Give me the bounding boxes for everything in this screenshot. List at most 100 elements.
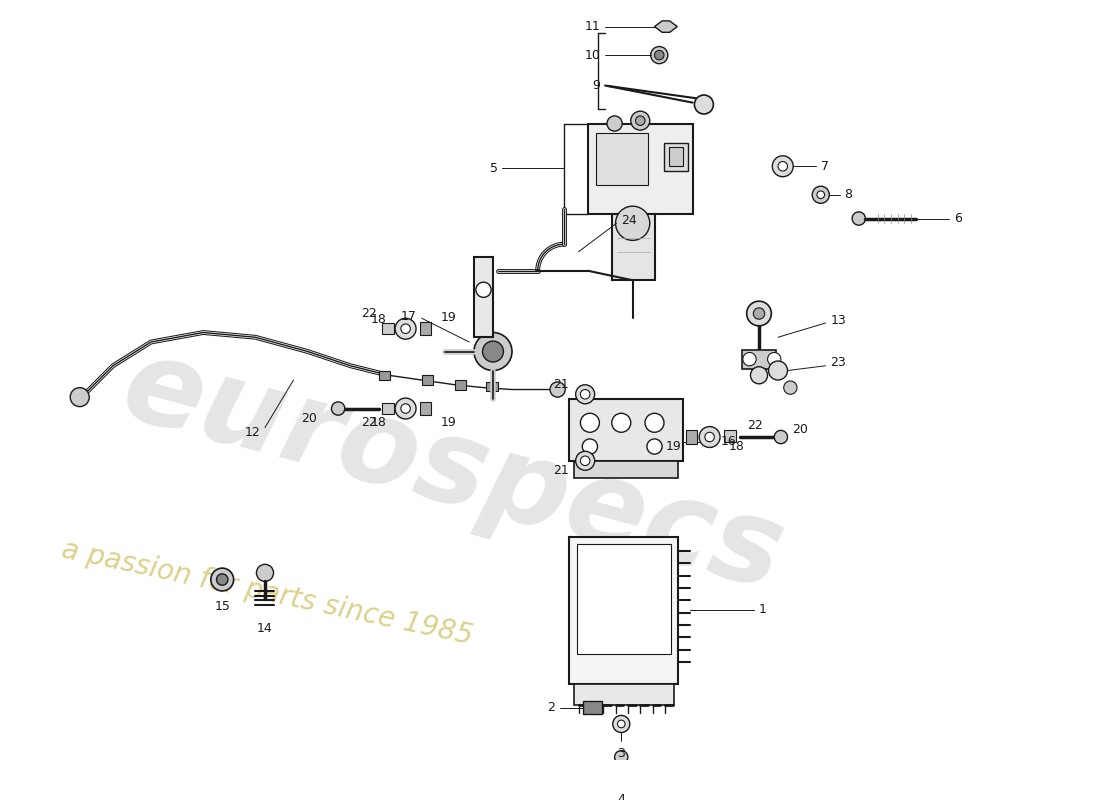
Bar <box>741 350 777 369</box>
Circle shape <box>742 353 756 366</box>
Circle shape <box>812 186 829 203</box>
Circle shape <box>645 414 664 432</box>
Circle shape <box>630 111 650 130</box>
Circle shape <box>647 439 662 454</box>
Circle shape <box>636 116 645 126</box>
Circle shape <box>581 390 590 399</box>
Circle shape <box>256 564 274 582</box>
Circle shape <box>607 116 623 131</box>
Circle shape <box>581 456 590 466</box>
Circle shape <box>694 95 714 114</box>
Text: 5: 5 <box>490 162 497 174</box>
Circle shape <box>750 366 768 384</box>
Text: 20: 20 <box>301 411 317 425</box>
Bar <box>686 430 697 444</box>
Text: 22: 22 <box>361 416 377 430</box>
Circle shape <box>852 212 866 225</box>
Text: 21: 21 <box>553 464 569 477</box>
Circle shape <box>217 574 228 586</box>
Bar <box>669 147 683 166</box>
Bar <box>664 142 688 171</box>
Text: 23: 23 <box>830 357 846 370</box>
Bar <box>455 380 466 390</box>
Bar <box>595 133 648 186</box>
Circle shape <box>395 398 416 419</box>
Text: 22: 22 <box>361 307 377 320</box>
Circle shape <box>774 430 788 444</box>
Text: 19: 19 <box>666 440 681 453</box>
Text: 8: 8 <box>845 188 853 202</box>
Circle shape <box>483 341 504 362</box>
Text: 15: 15 <box>214 601 230 614</box>
Text: 20: 20 <box>792 423 808 436</box>
Circle shape <box>769 361 788 380</box>
Bar <box>474 257 493 338</box>
Circle shape <box>70 388 89 406</box>
Circle shape <box>474 333 512 370</box>
Circle shape <box>582 439 597 454</box>
Text: 10: 10 <box>584 49 601 62</box>
Text: 12: 12 <box>244 426 261 438</box>
Circle shape <box>747 301 771 326</box>
Circle shape <box>754 308 764 319</box>
Text: 18: 18 <box>371 313 386 326</box>
Circle shape <box>331 402 344 415</box>
Circle shape <box>615 750 628 764</box>
Text: 4: 4 <box>617 794 625 800</box>
Circle shape <box>700 426 720 447</box>
Bar <box>574 684 673 705</box>
Text: 14: 14 <box>257 622 273 635</box>
Circle shape <box>783 381 798 394</box>
Text: a passion for parts since 1985: a passion for parts since 1985 <box>58 535 475 650</box>
Text: eurospecs: eurospecs <box>111 328 796 614</box>
Bar <box>421 375 433 385</box>
Text: 21: 21 <box>553 378 569 391</box>
Circle shape <box>778 162 788 171</box>
Text: 19: 19 <box>441 311 456 324</box>
Circle shape <box>772 156 793 177</box>
Bar <box>420 402 431 415</box>
Bar <box>569 537 679 684</box>
Circle shape <box>612 414 630 432</box>
Circle shape <box>575 385 595 404</box>
Circle shape <box>613 715 630 733</box>
Text: 18: 18 <box>371 416 386 430</box>
Text: 13: 13 <box>830 314 846 326</box>
Bar <box>583 701 603 714</box>
Circle shape <box>575 451 595 470</box>
Text: 22: 22 <box>748 419 763 432</box>
Text: 2: 2 <box>547 702 554 714</box>
Circle shape <box>400 324 410 334</box>
Bar <box>588 123 693 214</box>
Circle shape <box>651 46 668 64</box>
Circle shape <box>617 720 625 728</box>
Circle shape <box>395 318 416 339</box>
Bar <box>724 430 736 442</box>
Text: 3: 3 <box>617 746 625 760</box>
Circle shape <box>654 50 664 60</box>
Text: 16: 16 <box>720 435 737 448</box>
Text: 17: 17 <box>402 310 417 323</box>
Text: 6: 6 <box>954 212 961 225</box>
Circle shape <box>616 206 650 240</box>
Circle shape <box>550 382 565 397</box>
Bar <box>569 399 683 461</box>
Circle shape <box>476 282 491 298</box>
Text: 19: 19 <box>441 416 456 430</box>
Circle shape <box>581 414 600 432</box>
Text: 9: 9 <box>593 79 601 92</box>
Bar <box>379 370 390 380</box>
Text: 18: 18 <box>728 440 745 453</box>
Circle shape <box>768 353 781 366</box>
Bar <box>486 382 497 391</box>
Polygon shape <box>654 21 678 32</box>
Bar <box>382 403 394 414</box>
Circle shape <box>400 404 410 414</box>
Bar <box>612 214 654 280</box>
Bar <box>574 461 679 478</box>
Circle shape <box>211 568 233 591</box>
Text: 1: 1 <box>759 603 767 617</box>
Circle shape <box>817 191 825 198</box>
Bar <box>576 544 671 654</box>
Bar <box>420 322 431 335</box>
